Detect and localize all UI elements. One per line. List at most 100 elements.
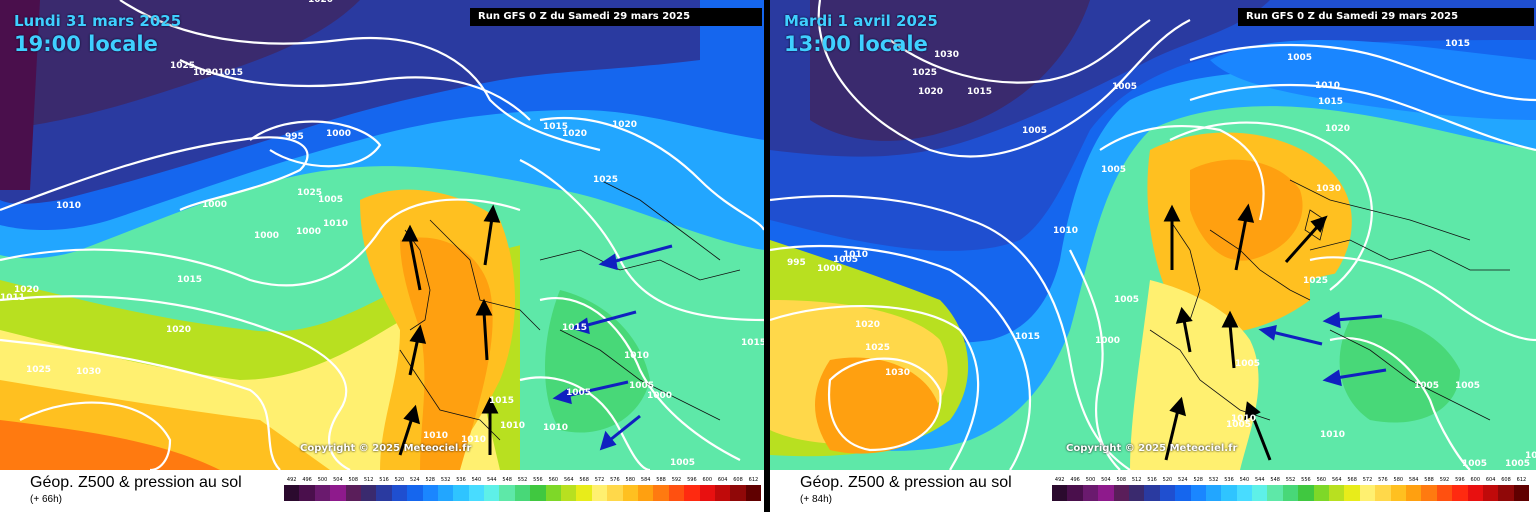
scale-swatch [1513, 485, 1530, 501]
scale-label: 536 [1224, 477, 1234, 483]
scale-cell: 496 [299, 476, 315, 501]
forecast-offset: (+ 84h) [800, 494, 832, 505]
scale-label: 500 [317, 477, 328, 483]
scale-swatch [391, 485, 408, 501]
isobar-label: 1030 [885, 368, 910, 378]
isobar-label: 1000 [647, 391, 672, 401]
scale-cell: 588 [1421, 476, 1437, 501]
copyright: Copyright © 2025 Meteociel.fr [300, 443, 472, 454]
scale-cell: 592 [1436, 476, 1453, 501]
scale-label: 492 [286, 477, 297, 483]
scale-swatch [714, 485, 731, 501]
scale-swatch [1098, 485, 1114, 501]
isobar-label: 1010 [543, 423, 568, 433]
scale-label: 508 [348, 477, 359, 483]
scale-swatch [284, 485, 300, 501]
scale-cell: 540 [468, 476, 485, 501]
scale-cell: 496 [1067, 476, 1083, 501]
scale-swatch [1067, 485, 1083, 501]
isobar-label: 1025 [170, 61, 195, 71]
map-66h: 1020 1025 1020 1015 995 1000 1015 1020 1020 1010 1… [0, 0, 764, 470]
isobar-label: 1005 [1462, 459, 1487, 469]
scale-cell: 572 [1359, 476, 1376, 501]
isobar-label: 1025 [593, 175, 618, 185]
scale-cell: 600 [699, 476, 715, 501]
scale-label: 584 [1408, 477, 1419, 483]
isobar-label: 1015 [562, 323, 587, 333]
scale-label: 528 [425, 477, 435, 483]
scale-label: 504 [1101, 477, 1111, 483]
scale-swatch [1113, 485, 1129, 501]
scale-swatch [1236, 485, 1253, 501]
scale-cell: 572 [591, 476, 608, 501]
footer: Géop. Z500 & pression au sol (+ 84h) 492… [770, 470, 1536, 512]
scale-cell: 564 [561, 476, 577, 501]
scale-swatch [514, 485, 531, 501]
scale-cell: 592 [668, 476, 685, 501]
scale-label: 560 [1316, 477, 1327, 483]
scale-label: 584 [640, 477, 651, 483]
scale-swatch [1282, 485, 1299, 501]
scale-cell: 552 [514, 476, 531, 501]
scale-swatch [607, 485, 623, 501]
isobar-label: 1005 [1235, 359, 1260, 369]
scale-cell: 504 [1098, 476, 1114, 501]
scale-swatch [422, 485, 438, 501]
scale-label: 548 [1270, 477, 1280, 483]
scale-swatch [330, 485, 346, 501]
scale-swatch [314, 485, 331, 501]
scale-label: 580 [1393, 477, 1404, 483]
isobar-label: 1005 [1414, 381, 1439, 391]
scale-label: 576 [1378, 477, 1388, 483]
isobar-label: 1025 [912, 68, 937, 78]
scale-cell: 600 [1467, 476, 1483, 501]
scale-swatch [653, 485, 669, 501]
scale-label: 564 [1331, 477, 1342, 483]
forecast-panel-66h: 1020 1025 1020 1015 995 1000 1015 1020 1020 1010 1… [0, 0, 764, 512]
scale-label: 560 [548, 477, 559, 483]
scale-label: 496 [1070, 477, 1080, 483]
isobar-label: 1020 [918, 87, 943, 97]
isobar-label: 1010 [843, 250, 868, 260]
scale-swatch [1205, 485, 1222, 501]
forecast-offset: (+ 66h) [30, 494, 62, 505]
isobar-label: 1015 [1318, 97, 1343, 107]
scale-label: 496 [302, 477, 312, 483]
scale-cell: 596 [1452, 476, 1468, 501]
scale-swatch [1344, 485, 1360, 501]
scale-label: 588 [656, 477, 666, 483]
isobar-label: 1020 [193, 68, 218, 78]
color-scale-legend: 492 496 500 504 508 512 516 520 524 528 532 536 540 5… [284, 476, 762, 501]
scale-cell: 612 [745, 476, 762, 501]
scale-swatch [1190, 485, 1206, 501]
scale-cell: 504 [330, 476, 346, 501]
isobar-label: 1020 [14, 285, 39, 295]
scale-cell: 528 [1190, 476, 1206, 501]
scale-cell: 584 [637, 476, 654, 501]
scale-label: 564 [563, 477, 574, 483]
scale-swatch [530, 485, 546, 501]
isobar-label: 1010 [1053, 226, 1078, 236]
scale-label: 512 [1131, 477, 1142, 483]
scale-cell: 492 [1052, 476, 1068, 501]
scale-swatch [360, 485, 377, 501]
scale-swatch [1421, 485, 1437, 501]
run-info: Run GFS 0 Z du Samedi 29 mars 2025 [470, 8, 762, 26]
scale-swatch [407, 485, 423, 501]
scale-cell: 544 [1252, 476, 1268, 501]
scale-cell: 608 [730, 476, 746, 501]
isobar-label: 1015 [1015, 332, 1040, 342]
scale-swatch [345, 485, 361, 501]
scale-swatch [1313, 485, 1330, 501]
scale-cell: 544 [484, 476, 500, 501]
isobar-label: 1015 [543, 122, 568, 132]
isobar-label: 1005 [1226, 420, 1251, 430]
scale-cell: 580 [1390, 476, 1406, 501]
isobar-label: 1025 [26, 365, 51, 375]
scale-cell: 520 [391, 476, 408, 501]
scale-swatch [684, 485, 700, 501]
scale-cell: 536 [453, 476, 469, 501]
isobar-label: 1010 [1315, 81, 1340, 91]
